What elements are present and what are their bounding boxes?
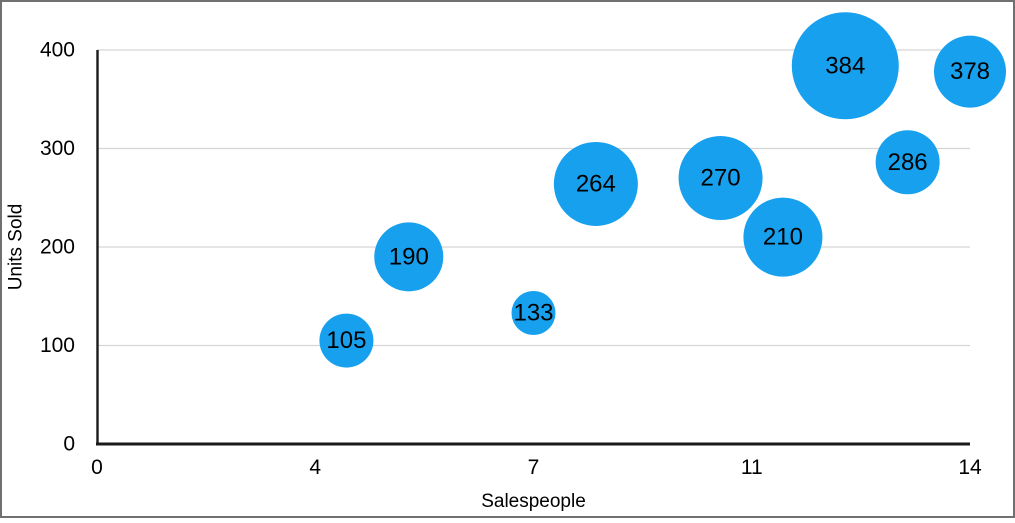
gridlines bbox=[97, 49, 970, 347]
y-tick-labels: 0 100 200 300 400 bbox=[40, 39, 75, 456]
bubble-circle bbox=[511, 290, 556, 335]
x-tick-label: 11 bbox=[741, 456, 763, 479]
bubble: 286 bbox=[875, 130, 940, 195]
bubble-circle bbox=[678, 136, 763, 221]
x-tick-label: 14 bbox=[958, 456, 982, 479]
bubble-series: 105 190 133 264 270 210 384 286 378 bbox=[319, 12, 1006, 368]
x-tick-label: 4 bbox=[309, 456, 321, 479]
y-tick-label: 200 bbox=[40, 236, 75, 259]
bubble-value-label: 384 bbox=[825, 52, 865, 79]
bubble: 133 bbox=[511, 290, 556, 335]
bubble-value-label: 264 bbox=[576, 170, 616, 197]
bubble-circle bbox=[791, 12, 899, 120]
bubble-value-label: 286 bbox=[888, 149, 928, 176]
bubble: 384 bbox=[791, 12, 899, 120]
bubble: 270 bbox=[678, 136, 763, 221]
bubble-circle bbox=[934, 35, 1006, 108]
bubble-circle bbox=[875, 130, 940, 195]
bubble: 210 bbox=[743, 197, 823, 277]
y-axis-title: Units Sold bbox=[6, 204, 27, 291]
bubble-circle bbox=[319, 313, 374, 368]
y-tick-label: 0 bbox=[63, 433, 75, 456]
y-tick-label: 100 bbox=[40, 334, 75, 357]
x-tick-label: 7 bbox=[528, 456, 540, 479]
bubble-value-label: 133 bbox=[513, 299, 553, 326]
bubble-circle bbox=[743, 197, 823, 277]
bubble: 378 bbox=[934, 35, 1006, 108]
bubble-value-label: 210 bbox=[763, 224, 803, 251]
bubble-value-label: 270 bbox=[701, 165, 741, 192]
y-tick-label: 300 bbox=[40, 137, 75, 160]
bubble-value-label: 105 bbox=[326, 327, 366, 354]
bubble: 105 bbox=[319, 313, 374, 368]
x-tick-labels: 0 4 7 11 14 bbox=[91, 456, 982, 479]
y-tick-label: 400 bbox=[40, 39, 75, 62]
bubble-circle bbox=[374, 222, 444, 292]
bubble-value-label: 378 bbox=[950, 58, 990, 85]
bubble-circle bbox=[553, 141, 638, 226]
bubble-value-label: 190 bbox=[389, 243, 429, 270]
x-tick-label: 0 bbox=[91, 456, 103, 479]
bubble: 190 bbox=[374, 222, 444, 292]
x-axis-title: Salespeople bbox=[481, 491, 586, 512]
axis-lines bbox=[96, 50, 970, 446]
bubble: 264 bbox=[553, 141, 638, 226]
